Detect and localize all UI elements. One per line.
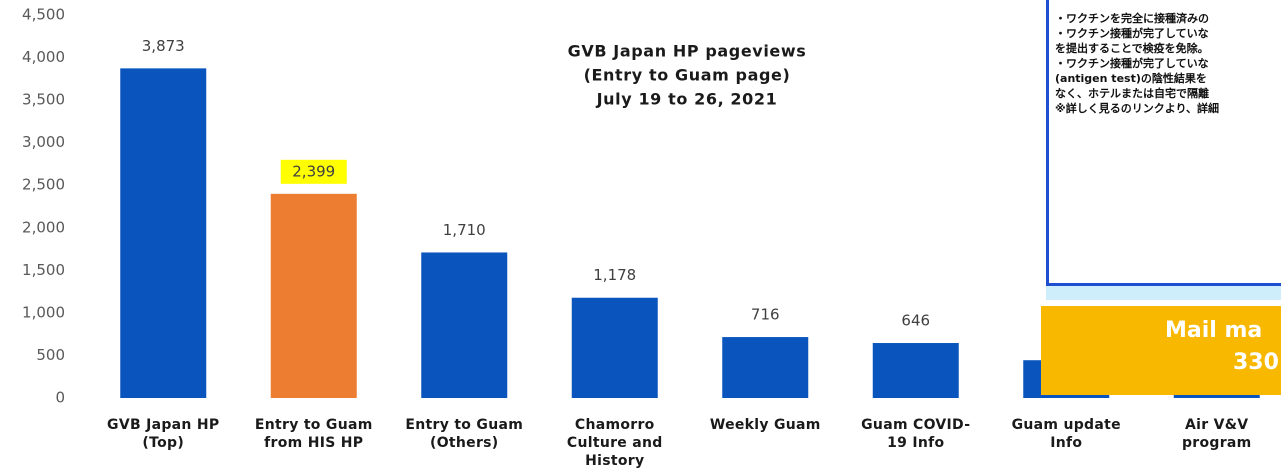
notice-text: (antigen test)の陰性結果を	[1055, 72, 1207, 85]
x-tick-label: Guam COVID-	[861, 417, 970, 433]
y-tick-label: 4,500	[22, 6, 65, 24]
y-tick-label: 2,500	[22, 176, 65, 194]
y-tick-label: 1,500	[22, 261, 65, 279]
x-tick-label: 19 Info	[887, 435, 944, 451]
y-tick-label: 3,000	[22, 133, 65, 151]
x-tick-label: program	[1182, 435, 1252, 451]
y-tick-label: 500	[36, 346, 65, 364]
bar	[120, 68, 207, 398]
x-tick-label: Air V&V	[1185, 417, 1248, 433]
notice-text: ・ワクチン接種が完了していな	[1055, 57, 1209, 70]
chart-title: (Entry to Guam page)	[584, 66, 791, 85]
bar	[571, 297, 658, 398]
notice-box: ・ワクチンを完全に接種済みの ・ワクチン接種が完了していな を提出することで検疫を免…	[1046, 0, 1281, 286]
x-tick-label: Weekly Guam	[710, 417, 821, 433]
x-tick-label: History	[585, 453, 644, 469]
y-tick-label: 0	[55, 389, 65, 407]
mail-text: Mail ma	[1165, 318, 1263, 343]
value-label: 3,873	[142, 37, 185, 55]
value-label: 1,178	[593, 266, 636, 284]
x-tick-label: Chamorro	[575, 417, 655, 433]
bar	[872, 343, 959, 398]
x-tick-label: Culture and	[567, 435, 663, 451]
chart-title: GVB Japan HP pageviews	[568, 42, 807, 61]
notice-text: ・ワクチン接種が完了していな	[1055, 27, 1209, 40]
y-tick-label: 2,000	[22, 218, 65, 236]
x-tick-label: GVB Japan HP	[107, 417, 219, 433]
y-tick-label: 4,000	[22, 48, 65, 66]
label-highlight	[280, 159, 347, 184]
x-tick-label: from HIS HP	[264, 435, 363, 451]
mail-text: 330	[1233, 350, 1279, 375]
x-tick-label: (Others)	[430, 435, 499, 451]
x-tick-label: Info	[1050, 435, 1082, 451]
notice-text: なく、ホテルまたは自宅で隔離	[1055, 87, 1209, 100]
value-label: 1,710	[443, 221, 486, 239]
chart-title: July 19 to 26, 2021	[596, 90, 778, 109]
bar	[270, 193, 357, 398]
value-label: 646	[901, 312, 930, 330]
bar	[421, 252, 508, 398]
notice-text: ※詳しく見るのリンクより、詳細	[1055, 102, 1220, 115]
y-tick-label: 3,500	[22, 91, 65, 109]
notice-strip	[1046, 286, 1281, 300]
x-tick-label: Entry to Guam	[255, 417, 373, 433]
value-label: 716	[751, 306, 780, 324]
notice-text: ・ワクチンを完全に接種済みの	[1055, 12, 1209, 25]
mail-box: Mail ma 330	[1041, 306, 1281, 395]
x-tick-label: (Top)	[142, 435, 184, 451]
y-tick-label: 1,000	[22, 303, 65, 321]
bar	[722, 337, 809, 398]
value-label: 2,399	[292, 162, 335, 180]
x-tick-label: Guam update	[1012, 417, 1121, 433]
notice-text: を提出することで検疫を免除。	[1055, 42, 1209, 55]
x-tick-label: Entry to Guam	[405, 417, 523, 433]
